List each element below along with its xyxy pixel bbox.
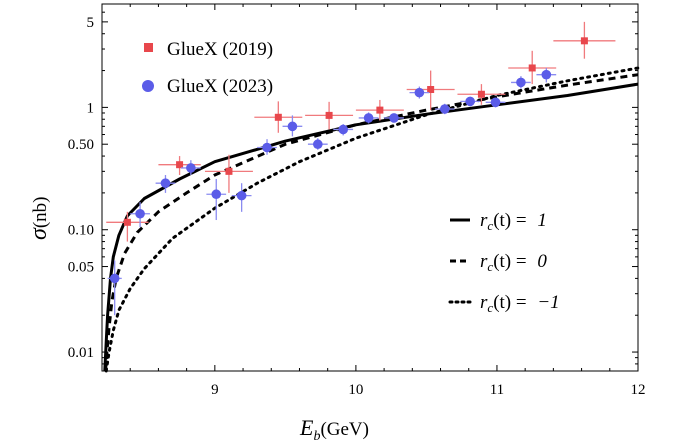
data-point-gluex-2023 — [236, 190, 247, 201]
data-point-gluex-2019 — [528, 64, 536, 72]
data-point-gluex-2023 — [160, 178, 171, 189]
legend-label-rc-minus1: rc(t) = −1 — [480, 292, 560, 315]
x-tick-label: 10 — [348, 382, 363, 398]
data-point-gluex-2019 — [325, 111, 333, 119]
legend-label-rc-1: rc(t) = 1 — [480, 210, 547, 233]
data-point-gluex-2019 — [225, 167, 233, 175]
data-point-gluex-2023 — [363, 113, 374, 123]
y-tick-label: 0.01 — [68, 345, 94, 361]
y-tick-label: 1 — [87, 100, 95, 116]
data-point-gluex-2019 — [580, 37, 588, 45]
axis-ticks: 9 10 11 12 0.01 0.05 0.10 0.50 1 5 — [68, 3, 646, 398]
data-point-gluex-2019 — [274, 113, 282, 121]
legend-marker-gluex-2023 — [142, 80, 154, 92]
legend-label-gluex-2023: GlueX (2023) — [167, 76, 273, 97]
x-tick-label: 12 — [631, 382, 646, 398]
data-point-gluex-2023 — [262, 142, 272, 153]
data-point-gluex-2019 — [123, 218, 131, 226]
legend-marker-gluex-2019 — [144, 43, 153, 52]
data-point-gluex-2023 — [211, 189, 222, 200]
data-point-gluex-2023 — [490, 97, 501, 108]
data-point-gluex-2023 — [516, 77, 526, 88]
data-point-gluex-2023 — [414, 87, 425, 98]
legend-points: GlueX (2019) GlueX (2023) — [142, 39, 273, 97]
data-point-gluex-2023 — [135, 208, 145, 219]
data-point-gluex-2023 — [338, 124, 349, 135]
x-tick-label: 11 — [490, 382, 504, 398]
data-point-gluex-2019 — [427, 86, 435, 94]
y-tick-label: 0.10 — [68, 223, 94, 239]
data-point-gluex-2023 — [313, 139, 323, 150]
model-curves — [103, 66, 640, 373]
plot-frame — [101, 3, 639, 372]
data-point-gluex-2023 — [186, 163, 196, 173]
y-tick-label: 0.50 — [68, 137, 94, 153]
x-tick-label: 9 — [211, 382, 219, 398]
legend-label-rc-0: rc(t) = 0 — [480, 251, 547, 274]
data-point-gluex-2019 — [176, 161, 184, 169]
data-point-gluex-2019 — [376, 106, 384, 114]
model-curve-dotted — [104, 66, 640, 373]
data-point-gluex-2023 — [541, 69, 552, 80]
data-point-gluex-2023 — [287, 121, 298, 132]
y-tick-label: 0.05 — [68, 260, 94, 276]
data-point-gluex-2023 — [389, 113, 399, 123]
data-point-gluex-2019 — [477, 90, 485, 98]
data-point-gluex-2023 — [465, 96, 475, 107]
x-axis-label: Eb(GeV) — [299, 415, 369, 444]
legend-lines: rc(t) = 1 rc(t) = 0 rc(t) = −1 — [448, 210, 560, 315]
model-curve-solid — [103, 82, 639, 372]
legend-label-gluex-2019: GlueX (2019) — [167, 39, 273, 60]
y-tick-label: 5 — [87, 15, 95, 31]
data-point-gluex-2023 — [109, 273, 120, 284]
data-point-gluex-2023 — [439, 104, 450, 114]
y-axis-label: σ(nb) — [26, 197, 52, 241]
data-points — [106, 21, 616, 316]
